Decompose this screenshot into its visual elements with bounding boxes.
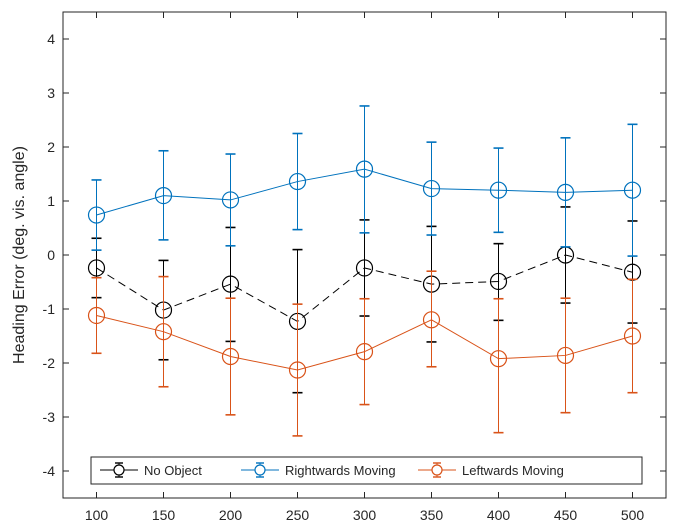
data-point bbox=[556, 346, 575, 365]
legend-label: Rightwards Moving bbox=[285, 463, 396, 478]
data-point bbox=[154, 187, 173, 205]
data-point bbox=[355, 343, 374, 361]
data-point bbox=[221, 275, 240, 293]
legend-box bbox=[90, 456, 643, 485]
axis-ticks: 100 150 200 250 300 350 400 450 500 -4 -3 -2 -1 0 1 2 3 4 bbox=[43, 12, 666, 523]
x-tick-label: 350 bbox=[420, 507, 444, 523]
data-point bbox=[87, 259, 106, 277]
x-tick-label: 400 bbox=[487, 507, 511, 523]
data-point bbox=[154, 323, 173, 341]
y-tick-label: -3 bbox=[43, 409, 56, 425]
data-point bbox=[288, 172, 307, 191]
series-layer bbox=[87, 105, 642, 437]
legend-label: No Object bbox=[144, 463, 202, 478]
data-point bbox=[87, 206, 106, 224]
y-tick-label: 1 bbox=[47, 193, 55, 209]
data-point bbox=[422, 311, 441, 329]
data-point bbox=[87, 306, 106, 325]
x-tick-label: 150 bbox=[152, 507, 176, 523]
y-tick-label: -1 bbox=[43, 301, 56, 317]
y-tick-label: 4 bbox=[47, 31, 55, 47]
data-point bbox=[623, 181, 642, 199]
x-tick-label: 500 bbox=[621, 507, 645, 523]
x-tick-label: 450 bbox=[554, 507, 578, 523]
x-tick-label: 300 bbox=[353, 507, 377, 523]
y-axis-label: Heading Error (deg. vis. angle) bbox=[11, 146, 28, 364]
data-point bbox=[221, 347, 240, 366]
data-point bbox=[489, 350, 508, 368]
y-tick-label: 3 bbox=[47, 85, 55, 101]
x-tick-label: 250 bbox=[286, 507, 310, 523]
legend-marker bbox=[254, 464, 266, 476]
series bbox=[87, 105, 642, 257]
legend-marker bbox=[431, 464, 443, 476]
legend-items: No Object Rightwards Moving Leftwards Movi… bbox=[100, 462, 564, 478]
legend-marker bbox=[113, 464, 125, 476]
data-point bbox=[623, 327, 642, 345]
data-point bbox=[556, 183, 575, 201]
data-point bbox=[422, 179, 441, 198]
x-tick-label: 100 bbox=[85, 507, 109, 523]
data-point bbox=[489, 272, 508, 291]
y-tick-label: -4 bbox=[43, 463, 56, 479]
data-point bbox=[355, 160, 374, 178]
data-point bbox=[288, 361, 307, 379]
data-point bbox=[355, 259, 374, 277]
y-tick-label: -2 bbox=[43, 355, 56, 371]
y-tick-label: 2 bbox=[47, 139, 55, 155]
x-tick-label: 200 bbox=[219, 507, 243, 523]
legend: No Object Rightwards Moving Leftwards Movi… bbox=[90, 456, 643, 485]
data-point bbox=[221, 191, 240, 209]
y-tick-label: 0 bbox=[47, 247, 55, 263]
data-point bbox=[489, 181, 508, 199]
series bbox=[87, 270, 642, 437]
legend-label: Leftwards Moving bbox=[462, 463, 564, 478]
